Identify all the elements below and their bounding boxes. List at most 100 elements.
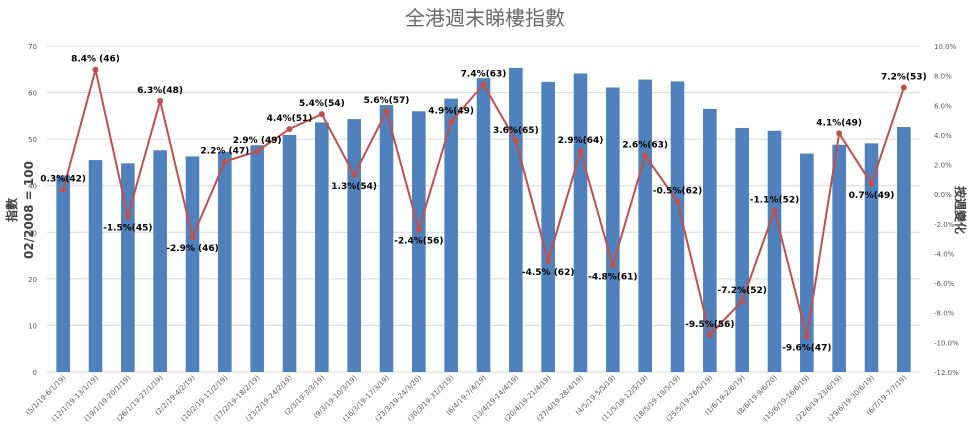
data-label: 1.3%(54) (331, 182, 377, 192)
bar (88, 160, 103, 372)
data-label: 7.4%(63) (461, 70, 507, 80)
line-series (60, 66, 907, 340)
data-label: 0.7%(49) (849, 191, 895, 201)
data-label: -2.4%(56) (394, 237, 443, 247)
right-tick-label: -6.0% (934, 280, 955, 288)
line-point (189, 234, 196, 241)
bar (541, 81, 555, 373)
data-label: 5.6%(57) (364, 96, 410, 106)
data-label: 6.3%(48) (137, 86, 183, 96)
category-axis: (5/1/19-6/1/19)(12/1/19-13/1/19)(19/1/19… (24, 374, 908, 424)
line-point (803, 333, 810, 340)
left-axis: 0 10 20 30 40 50 60 70 (28, 43, 37, 377)
bar (897, 127, 911, 372)
bar (379, 105, 394, 372)
data-label: -9.5%(56) (685, 320, 734, 330)
line-point (318, 111, 325, 118)
line-point (739, 297, 746, 304)
line-point (609, 262, 616, 269)
bar (832, 144, 846, 372)
right-tick-label: 0.0% (934, 191, 952, 199)
data-label: 7.2%(53) (881, 72, 927, 82)
bar (218, 151, 232, 372)
line-point (92, 66, 99, 73)
chart-title: 全港週末睇樓指數 (405, 6, 565, 30)
bar (444, 98, 458, 372)
right-tick-label: 8.0% (934, 73, 952, 81)
left-tick-label: 10 (28, 322, 37, 330)
line-point (836, 130, 843, 137)
bar (864, 143, 879, 372)
right-tick-label: 4.0% (934, 132, 952, 140)
line-point (448, 118, 455, 125)
data-label: -1.5%(45) (103, 223, 152, 233)
data-label: -4.8%(61) (588, 272, 637, 282)
right-tick-label: -12.0% (934, 369, 959, 377)
left-tick-label: 0 (33, 369, 37, 377)
bar (703, 108, 717, 372)
data-label: -7.2%(52) (717, 286, 766, 296)
left-tick-label: 20 (28, 276, 37, 284)
line-point (221, 158, 228, 165)
right-tick-label: -8.0% (934, 310, 955, 318)
left-axis-title: 指數 (4, 198, 19, 222)
line-point (124, 213, 131, 220)
line-point (545, 257, 552, 264)
line-point (642, 152, 649, 159)
bar (185, 156, 200, 372)
line-point (512, 137, 519, 144)
data-label: 2.9% (49) (233, 136, 282, 146)
left-tick-label: 30 (28, 229, 37, 237)
bar (735, 127, 749, 372)
data-label: 4.4%(51) (267, 114, 313, 124)
left-tick-label: 60 (28, 90, 37, 98)
line-point (480, 81, 487, 88)
data-label: 4.9%(49) (428, 107, 474, 117)
bar (153, 150, 167, 372)
left-tick-label: 50 (28, 136, 37, 144)
line-point (868, 180, 875, 187)
bar-series (56, 67, 911, 373)
bar (412, 111, 426, 372)
data-label: -2.9% (46) (166, 244, 219, 254)
data-label: 2.2% (47) (200, 147, 249, 157)
data-label: 5.4%(54) (299, 99, 345, 109)
bar (347, 119, 361, 372)
bar (282, 134, 297, 372)
data-labels: 0.3%(42) 8.4% (46) -1.5%(45) 6.3%(48) -2.9% … (40, 55, 926, 354)
line-point (60, 186, 67, 193)
line-point (351, 171, 358, 178)
bar (315, 122, 329, 373)
line-point (383, 108, 390, 115)
data-label: -0.5%(62) (653, 187, 702, 197)
right-tick-label: 2.0% (934, 162, 952, 170)
right-tick-label: 6.0% (934, 102, 952, 110)
line-point (157, 97, 164, 104)
bar (56, 175, 70, 372)
line-point (577, 148, 584, 155)
line-point (706, 331, 713, 338)
right-axis-title: 按週變化 (953, 186, 968, 234)
line-point (254, 148, 261, 155)
left-tick-label: 70 (28, 43, 37, 51)
right-axis: -12.0% -10.0% -8.0% -6.0% -4.0% -2.0% 0.0% 2.0%… (934, 43, 959, 377)
right-tick-label: -2.0% (934, 221, 955, 229)
bar (573, 73, 588, 372)
bar (606, 87, 620, 372)
bar (476, 78, 491, 373)
data-label: 0.3%(42) (40, 175, 86, 185)
bar (509, 67, 523, 372)
data-label: -4.5% (62) (522, 268, 575, 278)
line-point (674, 198, 681, 205)
data-label: 2.6%(63) (622, 141, 668, 151)
bar (121, 163, 135, 372)
line-point (286, 125, 293, 132)
line-point (900, 84, 907, 91)
left-tick-label: 40 (28, 183, 37, 191)
data-label: 4.1%(49) (816, 118, 862, 128)
right-tick-label: -4.0% (934, 250, 955, 258)
bar (638, 79, 652, 372)
data-label: 2.9%(64) (558, 136, 604, 146)
line-point (415, 226, 422, 233)
